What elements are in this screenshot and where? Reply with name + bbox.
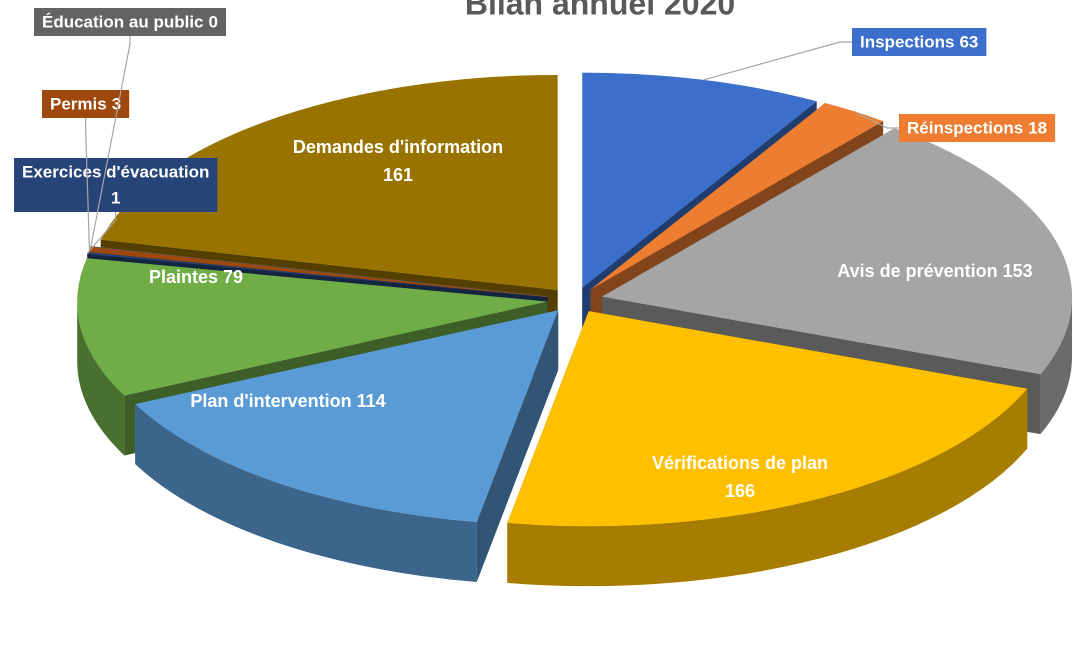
slice-label-value: 0: [209, 12, 218, 31]
slice-side: [507, 388, 1028, 587]
slice-label-name: Demandes d'information: [293, 137, 503, 157]
callout-box: [899, 114, 1056, 142]
slice-group: [507, 311, 1028, 587]
slice-label-value: 63: [959, 32, 978, 51]
slice-shade: [507, 388, 1028, 587]
slice-side: [135, 404, 477, 582]
slice: [602, 128, 1073, 375]
slice-shade: [476, 310, 559, 582]
slice-label-name: Exercices d'évacuation: [22, 162, 209, 181]
slice-label-name: Plan d'intervention: [190, 391, 351, 411]
slice-label-name: Plaintes: [149, 267, 218, 287]
slice-side: [476, 310, 559, 582]
slice: [507, 311, 1028, 527]
slice-shade: [77, 301, 125, 456]
chart-title: Bilan annuel 2020: [465, 0, 735, 21]
slice-label-name: Inspections: [860, 32, 954, 51]
callout-box: [34, 8, 226, 36]
slice: [88, 246, 548, 298]
slice-shade: [135, 404, 477, 582]
slice-label-name: Éducation au public: [42, 12, 204, 31]
callout-box: [852, 28, 987, 56]
slice-label-value: 114: [357, 391, 386, 411]
slice-label-value: 79: [223, 267, 243, 287]
callout: Inspections 63: [852, 28, 987, 56]
leader-line: [87, 212, 117, 254]
slice: [100, 74, 558, 290]
leader-line: [703, 41, 852, 81]
slice-label-name: Avis de prévention: [837, 261, 997, 281]
slice-label-name: Réinspections: [907, 118, 1023, 137]
slice-label-name: Permis: [50, 94, 107, 113]
slice-label-value: 153: [1003, 261, 1033, 281]
slice: [87, 252, 548, 298]
slice-label-value: 3: [112, 94, 121, 113]
leader-line: [854, 111, 899, 129]
slice-label-value: 166: [725, 481, 755, 501]
callout: Permis 3: [42, 90, 130, 118]
callout: Exercices d'évacuation 1: [14, 158, 218, 212]
slice-label-name: Vérifications de plan: [652, 453, 828, 473]
slice: [590, 103, 884, 290]
slice-label-value: 18: [1028, 118, 1047, 137]
slice: [582, 72, 817, 288]
slice: [77, 258, 548, 396]
slice-group: [135, 310, 559, 582]
callout: Réinspections 18: [899, 114, 1056, 142]
slice-shade: [1040, 296, 1073, 435]
slice: [135, 310, 559, 522]
callout-box: [42, 90, 130, 118]
slice-label-value: 1: [111, 188, 120, 207]
leader-line: [84, 118, 91, 250]
callout-box: [14, 158, 218, 212]
leader-line: [90, 36, 131, 247]
callout: Éducation au public 0: [34, 8, 226, 36]
slice-label-value: 161: [383, 165, 413, 185]
slice-side: [77, 301, 125, 456]
slice-side: [1040, 296, 1073, 435]
